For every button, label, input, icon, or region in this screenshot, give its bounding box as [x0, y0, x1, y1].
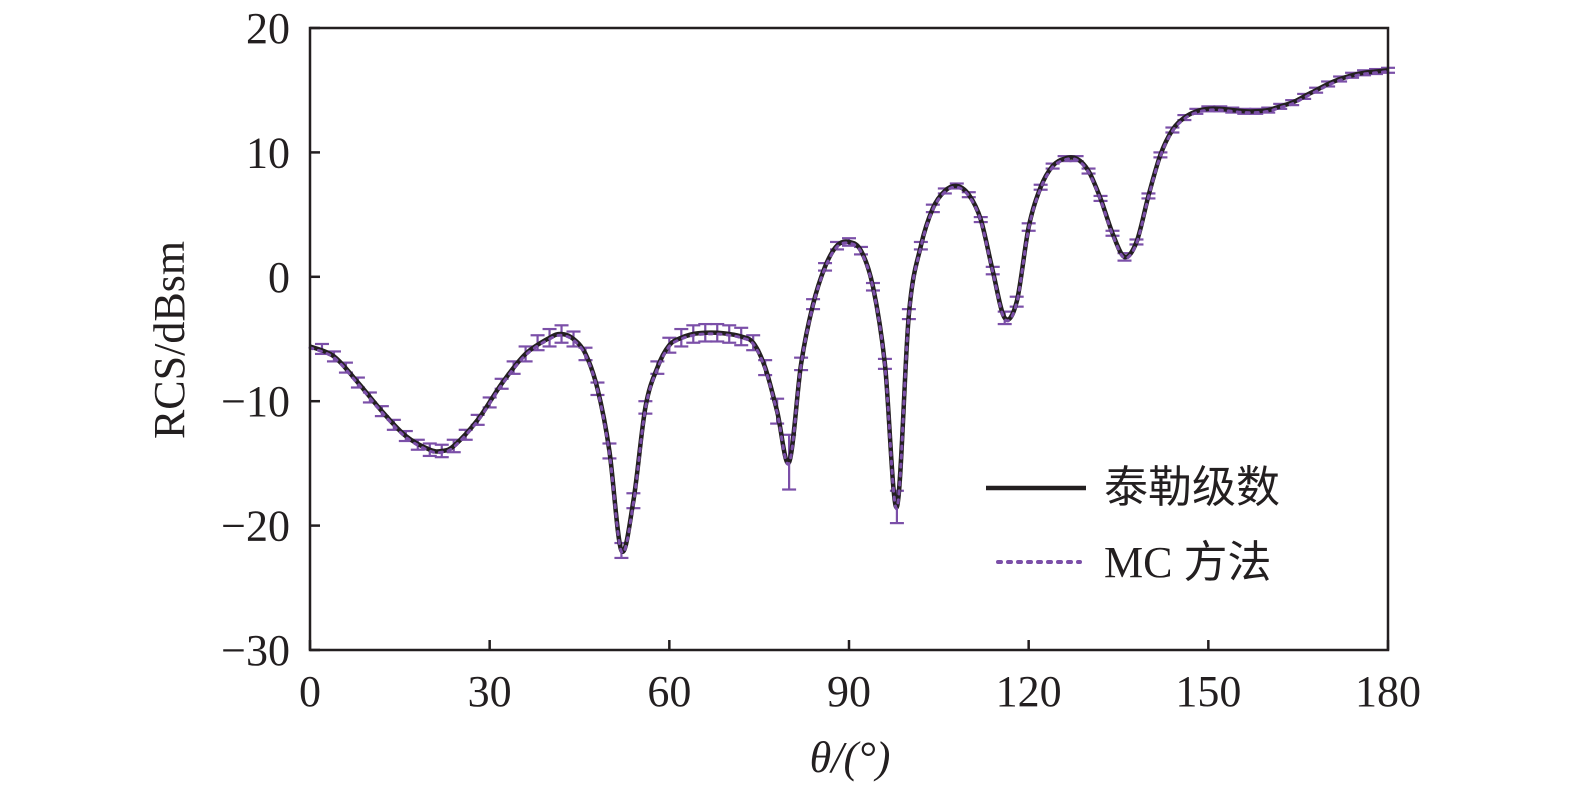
tick-labels: 0 30 60 90 120 150 180 −30 −20 −10 0 10 20: [221, 4, 1421, 716]
y-tick-label: −10: [221, 377, 290, 426]
axis-ticks: [308, 26, 1390, 652]
y-tick-label: 10: [246, 128, 290, 177]
legend: 泰勒级数 MC 方法: [986, 463, 1280, 587]
x-tick-label: 120: [996, 667, 1062, 716]
legend-label-taylor: 泰勒级数: [1104, 463, 1280, 512]
x-tick-label: 180: [1355, 667, 1421, 716]
x-tick-label: 150: [1175, 667, 1241, 716]
x-tick-label: 0: [299, 667, 321, 716]
series-line-mc: [308, 70, 1390, 555]
y-tick-label: 20: [246, 4, 290, 53]
x-tick-label: 30: [468, 667, 512, 716]
y-tick-label: 0: [268, 253, 290, 302]
x-tick-label: 90: [827, 667, 871, 716]
legend-label-mc: MC 方法: [1104, 538, 1271, 587]
y-tick-label: −20: [221, 502, 290, 551]
y-axis-title: RCS/dBsm: [145, 241, 194, 439]
y-tick-label: −30: [221, 626, 290, 675]
series-lines: [308, 68, 1390, 555]
x-axis-title: θ/(°): [810, 733, 891, 782]
x-tick-label: 60: [647, 667, 691, 716]
